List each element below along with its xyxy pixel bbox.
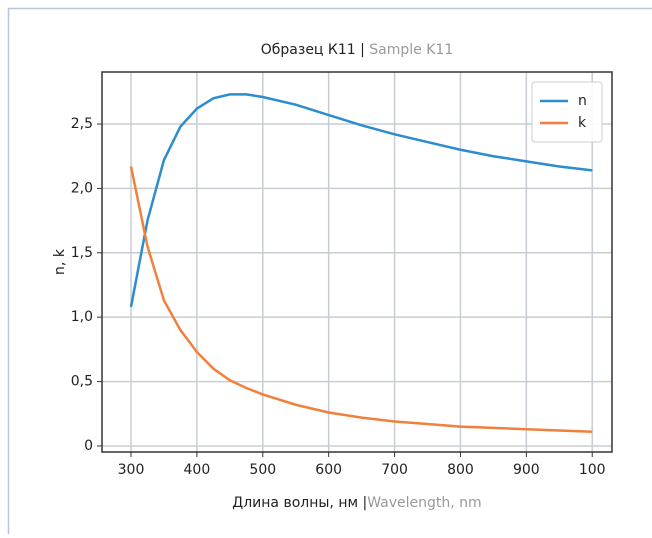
- x-tick-label: 600: [315, 462, 342, 478]
- legend-box: [531, 81, 603, 143]
- y-tick-label: 0: [84, 438, 93, 454]
- y-axis-label: n, k: [52, 248, 68, 275]
- x-tick-label: 400: [184, 462, 211, 478]
- x-tick-label: 300: [118, 462, 145, 478]
- y-tick-label: 2,0: [71, 180, 93, 196]
- x-axis-label: Длина волны, нм |Wavelength, nm: [232, 495, 481, 511]
- title-en: Sample K11: [369, 42, 453, 58]
- legend-label: n: [578, 93, 587, 109]
- x-tick-label: 700: [381, 462, 408, 478]
- legend-label: k: [578, 115, 587, 131]
- x-label-ru: Длина волны, нм |: [232, 495, 367, 511]
- x-label-en: Wavelength, nm: [367, 495, 481, 511]
- x-tick-label: 100: [579, 462, 606, 478]
- x-tick-label: 900: [513, 462, 540, 478]
- plot-border: [101, 71, 613, 453]
- x-tick-label: 800: [447, 462, 474, 478]
- line-series: [129, 93, 593, 308]
- y-tick-label: 1,5: [71, 245, 93, 261]
- title-ru: Образец К11 |: [261, 42, 365, 58]
- y-tick-label: 2,5: [71, 116, 93, 132]
- y-tick-label: 1,0: [71, 309, 93, 325]
- y-tick-label: 0,5: [71, 374, 93, 390]
- x-tick-label: 500: [249, 462, 276, 478]
- line-series: [129, 166, 593, 434]
- chart-title: Образец К11 | Sample K11: [261, 42, 453, 58]
